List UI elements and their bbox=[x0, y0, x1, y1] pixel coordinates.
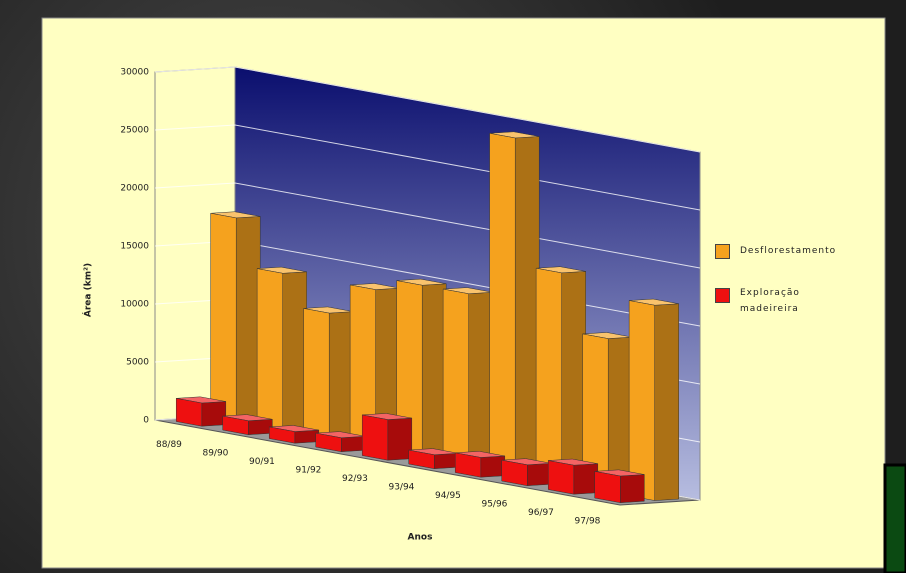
bar-side bbox=[421, 283, 447, 459]
y-tick-label: 30000 bbox=[120, 68, 149, 78]
bar bbox=[535, 266, 586, 484]
x-tick-label: 88/89 bbox=[156, 440, 182, 450]
bar-front bbox=[175, 398, 203, 427]
y-axis-title: Área (km²) bbox=[82, 263, 94, 317]
x-tick-label: 89/90 bbox=[202, 449, 228, 459]
bar-side bbox=[341, 436, 366, 452]
grid-line bbox=[154, 66, 701, 153]
bar-front bbox=[594, 471, 621, 503]
x-tick-label: 90/91 bbox=[249, 457, 275, 467]
bar bbox=[256, 266, 307, 433]
bar-front bbox=[628, 300, 655, 501]
bar-side bbox=[387, 417, 413, 461]
bar bbox=[408, 448, 459, 469]
y-tick-label: 0 bbox=[143, 416, 149, 426]
legend-swatch bbox=[715, 244, 730, 259]
y-tick-label: 5000 bbox=[126, 358, 149, 368]
bar bbox=[442, 287, 493, 467]
bar-side bbox=[527, 463, 552, 486]
grid-line bbox=[154, 124, 701, 211]
bar-side bbox=[607, 336, 633, 493]
bar bbox=[315, 431, 366, 452]
bar-side bbox=[654, 303, 679, 501]
bar bbox=[489, 131, 540, 476]
x-tick-label: 92/93 bbox=[342, 474, 368, 484]
bar-side bbox=[328, 311, 354, 442]
bar bbox=[501, 458, 552, 486]
legend-swatch bbox=[715, 288, 730, 303]
x-tick-label: 96/97 bbox=[528, 508, 554, 518]
plot-area: 0 5000 10000 15000 20000 25000 30000 88/89 89/90… bbox=[120, 66, 701, 527]
legend-label: Desflorestamento bbox=[740, 246, 837, 256]
x-tick-label: 95/96 bbox=[481, 500, 507, 510]
x-tick-label: 91/92 bbox=[295, 466, 321, 476]
y-tick-label: 20000 bbox=[120, 184, 149, 194]
bar-side bbox=[561, 271, 586, 484]
x-tick-label: 94/95 bbox=[435, 491, 461, 501]
bar-front bbox=[442, 288, 469, 467]
bar-front bbox=[489, 132, 516, 476]
bar bbox=[628, 298, 679, 501]
y-tick-label: 10000 bbox=[120, 300, 149, 310]
bar-front bbox=[256, 268, 283, 433]
bar-front bbox=[361, 414, 389, 461]
x-tick-label: 93/94 bbox=[388, 483, 414, 493]
x-tick-label: 97/98 bbox=[574, 517, 600, 527]
bar bbox=[303, 306, 354, 442]
bar-side bbox=[434, 453, 459, 469]
bar bbox=[222, 414, 273, 435]
bar-front bbox=[501, 459, 528, 486]
bar-front bbox=[454, 452, 482, 478]
bar bbox=[396, 278, 447, 459]
corner-box bbox=[883, 463, 906, 573]
bar bbox=[210, 211, 261, 425]
bar-front bbox=[315, 432, 342, 452]
bar bbox=[594, 469, 645, 503]
legend-label: Exploração madeireira bbox=[740, 288, 800, 314]
bar bbox=[547, 458, 599, 495]
y-tick-label: 25000 bbox=[120, 126, 149, 136]
x-axis-title: Anos bbox=[408, 533, 433, 543]
y-tick-label: 15000 bbox=[120, 242, 149, 252]
bar-front bbox=[535, 267, 562, 484]
bar-front bbox=[222, 415, 249, 435]
bar-side bbox=[620, 474, 645, 503]
bar bbox=[268, 425, 320, 444]
bar-side bbox=[282, 271, 307, 433]
bar-side bbox=[573, 463, 599, 495]
bar-side bbox=[294, 429, 320, 444]
bar bbox=[361, 413, 413, 461]
bar-side bbox=[201, 401, 227, 427]
bar-side bbox=[480, 455, 506, 478]
bar-side bbox=[514, 136, 540, 476]
bar-side bbox=[468, 291, 493, 467]
bar-side bbox=[248, 419, 273, 435]
bar-front bbox=[547, 460, 575, 495]
bar-front bbox=[303, 308, 330, 442]
bar bbox=[582, 332, 633, 493]
bar-side bbox=[235, 216, 261, 425]
bar-front bbox=[408, 449, 435, 469]
bar-front bbox=[210, 212, 237, 425]
bar bbox=[454, 451, 506, 478]
bar bbox=[175, 396, 227, 427]
bar-front bbox=[268, 426, 296, 444]
grid-line bbox=[154, 182, 701, 269]
